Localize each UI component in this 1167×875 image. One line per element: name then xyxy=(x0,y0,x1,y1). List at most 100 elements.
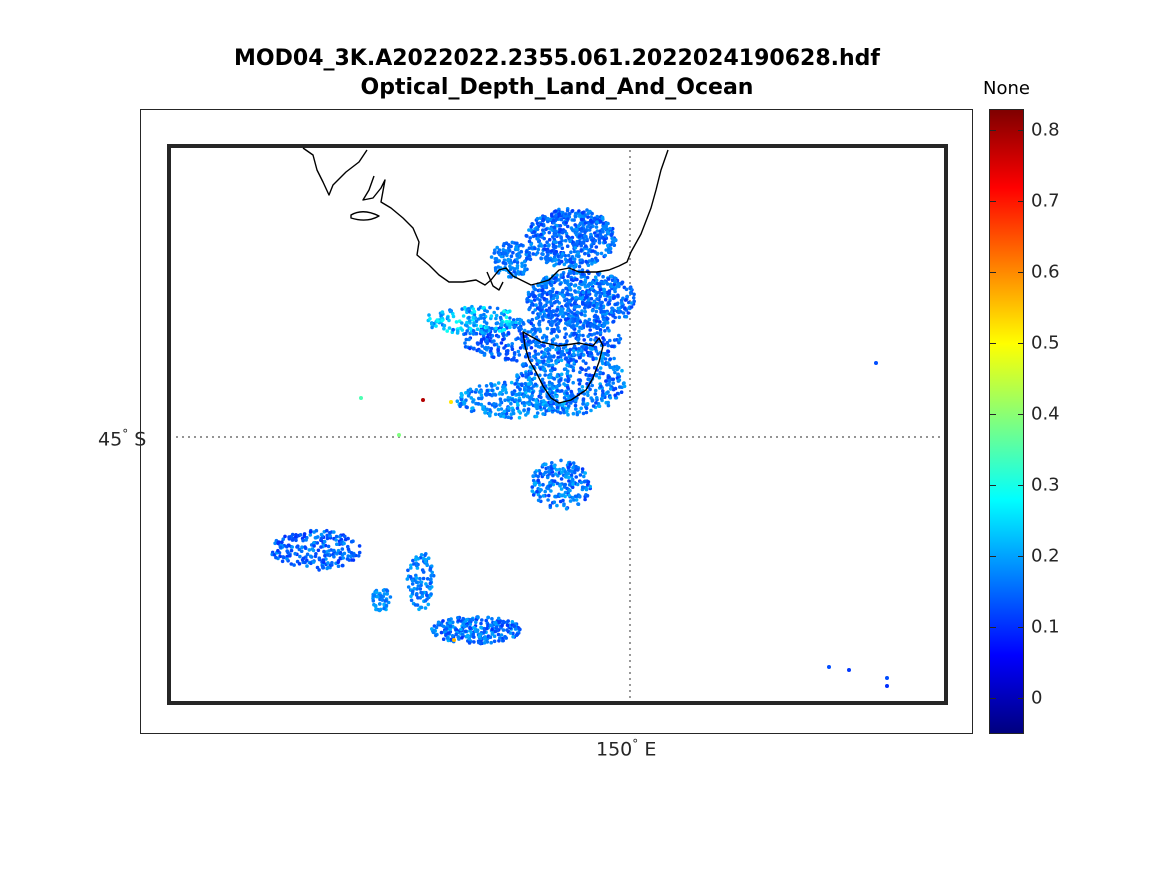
map-title: MOD04_3K.A2022022.2355.061.2022024190628… xyxy=(140,44,974,102)
aod-point xyxy=(281,555,285,559)
aod-point xyxy=(548,484,553,488)
aod-point xyxy=(578,378,582,382)
aod-point xyxy=(479,393,484,397)
aod-point xyxy=(272,553,277,557)
aod-point xyxy=(498,403,502,407)
aod-point xyxy=(499,407,504,411)
aod-point xyxy=(574,263,578,267)
aod-point xyxy=(587,290,591,294)
aod-point xyxy=(505,310,510,315)
aod-point xyxy=(494,313,499,318)
aod-point xyxy=(591,357,595,362)
aod-point xyxy=(585,350,590,355)
aod-point xyxy=(590,383,594,388)
aod-point xyxy=(593,347,598,351)
aod-point xyxy=(592,304,596,308)
aod-point xyxy=(572,218,576,222)
aod-point xyxy=(425,577,430,581)
aod-point xyxy=(412,562,416,566)
aod-point xyxy=(549,249,554,253)
aod-point xyxy=(515,385,520,389)
aod-point xyxy=(506,357,511,361)
aod-point xyxy=(545,240,549,244)
aod-point xyxy=(606,243,610,248)
aod-point xyxy=(526,382,531,386)
aod-point xyxy=(483,635,487,639)
aod-point xyxy=(314,528,319,533)
aod-point xyxy=(604,224,608,229)
aod-point xyxy=(384,603,389,608)
aod-point xyxy=(301,556,306,561)
aod-point xyxy=(544,260,549,265)
aod-point xyxy=(601,221,605,226)
aod-point xyxy=(560,293,565,297)
aod-point xyxy=(567,351,571,356)
aod-point xyxy=(583,309,587,314)
aod-point xyxy=(559,372,564,377)
aod-point xyxy=(503,635,507,639)
aod-point xyxy=(382,592,387,596)
aod-point xyxy=(543,215,547,219)
aod-point xyxy=(551,345,555,350)
aod-point xyxy=(544,462,548,467)
aod-point xyxy=(546,249,551,253)
aod-point xyxy=(611,344,615,349)
aod-point xyxy=(506,331,511,336)
aod-point xyxy=(590,286,594,291)
aod-point xyxy=(533,481,538,486)
aod-point xyxy=(502,409,507,414)
aod-point xyxy=(492,639,497,644)
aod-point xyxy=(501,328,506,332)
aod-point xyxy=(557,278,561,282)
aod-point xyxy=(571,411,576,416)
aod-point xyxy=(562,502,566,506)
aod-point xyxy=(546,466,550,470)
aod-point xyxy=(542,310,546,314)
aod-point xyxy=(629,291,634,295)
aod-point xyxy=(548,372,553,377)
colorbar-tick-label: 0 xyxy=(1031,687,1043,709)
aod-point xyxy=(574,359,578,364)
aod-point xyxy=(431,573,436,578)
aod-point xyxy=(579,311,583,316)
aod-point xyxy=(547,319,551,324)
aod-point xyxy=(541,252,545,256)
aod-point xyxy=(594,319,599,323)
aod-point xyxy=(572,470,577,475)
aod-point xyxy=(541,482,545,487)
aod-point xyxy=(874,361,878,365)
aod-point xyxy=(603,253,607,258)
aod-point xyxy=(559,217,564,222)
aod-point xyxy=(309,561,313,566)
aod-point xyxy=(628,286,632,290)
aod-point xyxy=(601,389,605,393)
aod-point xyxy=(579,226,584,231)
aod-point xyxy=(377,608,382,613)
aod-point xyxy=(575,482,580,487)
aod-point xyxy=(555,503,559,508)
aod-point xyxy=(482,316,487,321)
aod-point xyxy=(601,315,605,319)
aod-point xyxy=(550,391,555,395)
aod-point xyxy=(380,597,384,602)
aod-point xyxy=(484,328,489,333)
aod-point xyxy=(557,233,561,237)
aod-point xyxy=(501,638,506,643)
aod-point xyxy=(595,396,599,400)
aod-point xyxy=(475,348,479,353)
aod-point xyxy=(626,311,631,315)
aod-point xyxy=(317,556,322,560)
aod-point xyxy=(421,556,426,561)
aod-point xyxy=(585,494,590,498)
aod-point xyxy=(552,255,557,259)
aod-point xyxy=(577,234,582,238)
aod-point xyxy=(594,373,599,378)
aod-point xyxy=(603,240,607,245)
aod-point xyxy=(409,566,413,570)
aod-point xyxy=(588,484,592,489)
aod-point xyxy=(332,530,336,534)
aod-point xyxy=(572,331,577,335)
aod-point xyxy=(547,291,552,295)
aod-point xyxy=(567,354,572,359)
aod-point xyxy=(550,385,554,390)
